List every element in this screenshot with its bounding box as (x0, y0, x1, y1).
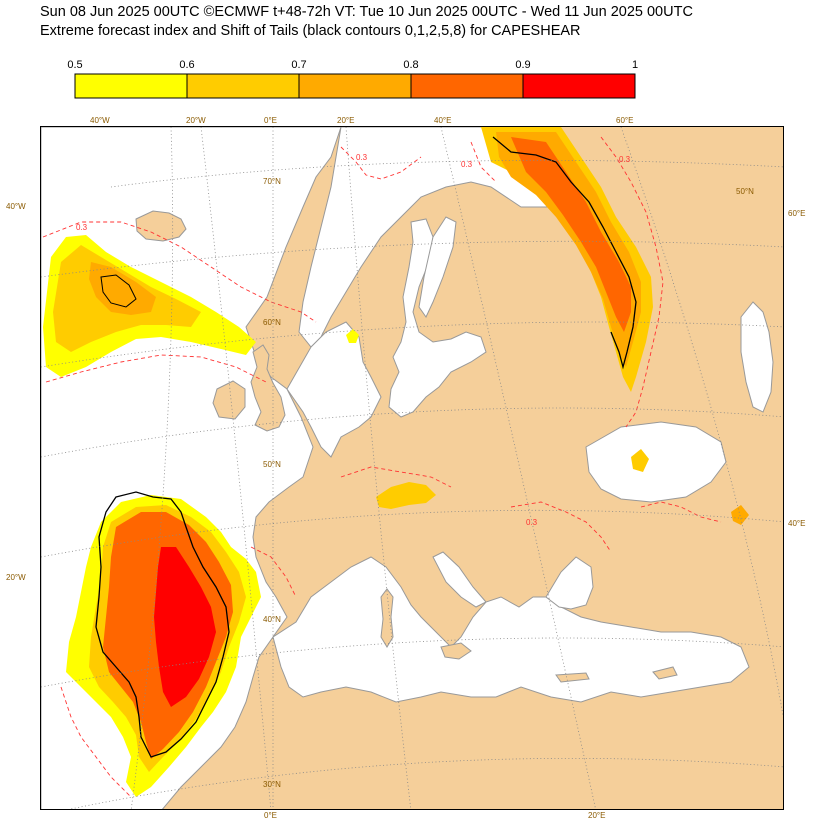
graticule-label-70n: 70°N (263, 177, 281, 186)
graticule-label-right-60e: 60°E (788, 209, 805, 218)
efi-contour-label: 0.3 (461, 160, 473, 169)
graticule-label-top-0e: 0°E (264, 116, 277, 125)
graticule-label-50n: 50°N (263, 460, 281, 469)
efi-shading-atlantic (43, 235, 256, 377)
map-title-line1: Sun 08 Jun 2025 00UTC ©ECMWF t+48-72h VT… (40, 4, 693, 20)
crete (555, 672, 590, 683)
efi-contour-label: 0.3 (526, 518, 538, 527)
black-sea (585, 421, 727, 503)
legend-tick-label: 0.9 (515, 59, 530, 71)
ireland (212, 380, 246, 420)
north-sea (286, 321, 382, 458)
adriatic-sea (432, 551, 487, 608)
efi-color-legend: 0.5 0.6 0.7 0.8 0.9 1 (67, 59, 638, 99)
graticule-label-top-20e: 20°E (337, 116, 354, 125)
sicily (440, 642, 472, 660)
baltic-sea (388, 218, 487, 418)
graticule-label-left-40w: 40°W (6, 202, 26, 211)
legend-tick-label: 1 (632, 59, 638, 71)
graticule-label-top-40e: 40°E (434, 116, 451, 125)
corsica-sardinia (380, 588, 394, 648)
caspian-sea (740, 301, 774, 413)
legend-color-box (410, 73, 524, 99)
graticule-label-50n-east: 50°N (736, 187, 754, 196)
legend-color-box (522, 73, 636, 99)
efi-spot-east (731, 505, 749, 525)
graticule-label-bottom-0e: 0°E (264, 811, 277, 820)
graticule-label-top-60e: 60°E (616, 116, 633, 125)
graticule-label-top-40w: 40°W (90, 116, 110, 125)
graticule-label-60n: 60°N (263, 318, 281, 327)
graticule-label-left-20w: 20°W (6, 573, 26, 582)
legend-color-box (186, 73, 300, 99)
europe-map: 70°N 60°N 50°N 40°N 30°N 50°N 0.3 0.3 0.… (41, 127, 783, 809)
efi-spot-alps (376, 482, 436, 509)
efi-contour-label: 0.3 (76, 223, 88, 232)
legend-tick-label: 0.7 (291, 59, 306, 71)
gulf-of-bothnia (418, 216, 457, 318)
legend-color-box (74, 73, 188, 99)
mediterranean-sea (272, 556, 750, 703)
graticule-label-40n: 40°N (263, 615, 281, 624)
cyprus (652, 666, 678, 680)
map-panel: 70°N 60°N 50°N 40°N 30°N 50°N 0.3 0.3 0.… (40, 126, 784, 810)
efi-contour-label: 0.3 (619, 155, 631, 164)
graticule-label-right-40e: 40°E (788, 519, 805, 528)
legend-tick-label: 0.5 (67, 59, 82, 71)
efi-spot-scandinavia (346, 329, 359, 343)
legend-tick-label: 0.6 (179, 59, 194, 71)
legend-color-box (298, 73, 412, 99)
graticule-label-top-20w: 20°W (186, 116, 206, 125)
efi-shading-iberia (66, 491, 261, 797)
iceland (135, 210, 187, 242)
efi-shading-northeast (481, 127, 653, 392)
great-britain (250, 344, 286, 432)
graticule-label-30n: 30°N (263, 780, 281, 789)
efi-contour-label: 0.3 (356, 153, 368, 162)
map-title-line2: Extreme forecast index and Shift of Tail… (40, 23, 581, 39)
efi-0.3-contours (42, 136, 722, 798)
legend-tick-label: 0.8 (403, 59, 418, 71)
efi-spot-black-sea (631, 449, 649, 472)
graticule-label-bottom-20e: 20°E (588, 811, 605, 820)
graticule (41, 127, 783, 809)
aegean-sea (545, 556, 594, 610)
